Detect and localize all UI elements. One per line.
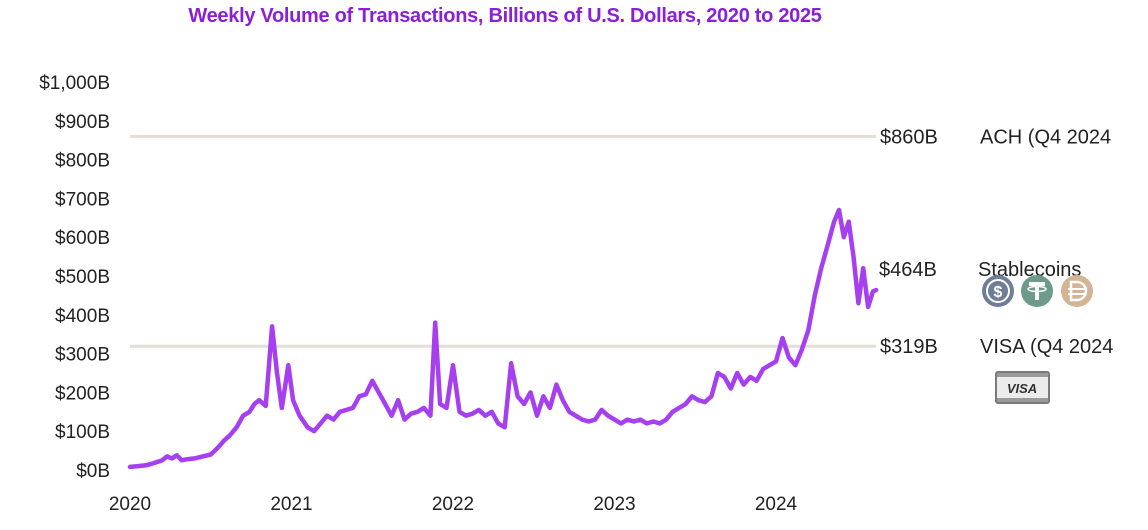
y-tick-label: $600B — [55, 228, 110, 249]
y-tick-label: $900B — [55, 112, 110, 133]
chart-title: Weekly Volume of Transactions, Billions … — [188, 5, 822, 27]
reference-name-label-1: VISA (Q4 2024 — [980, 336, 1113, 358]
reference-value-label-1: $319B — [880, 336, 938, 358]
svg-text:VISA: VISA — [1007, 381, 1037, 396]
x-tick-label: 2021 — [270, 494, 312, 515]
x-tick-label: 2024 — [755, 494, 798, 515]
reference-name-label-0: ACH (Q4 2024 — [980, 126, 1111, 148]
stablecoins-name-label: Stablecoins — [978, 259, 1081, 281]
x-tick-label: 2023 — [593, 494, 635, 515]
series-line-stablecoins — [127, 207, 879, 470]
usdc-coin-icon: $ — [982, 275, 1014, 307]
tether-coin-icon — [1021, 275, 1053, 307]
y-tick-label: $500B — [55, 267, 110, 288]
stablecoins-value-label: $464B — [879, 259, 937, 281]
dai-coin-icon — [1061, 275, 1093, 307]
reference-value-label-0: $860B — [880, 126, 938, 148]
y-tick-label: $800B — [55, 151, 110, 172]
svg-text:$: $ — [994, 284, 1003, 301]
y-tick-label: $300B — [55, 345, 110, 366]
x-tick-label: 2022 — [432, 494, 474, 515]
legend-icons: $ VISA — [982, 275, 1093, 404]
annotations: $860B ACH (Q4 2024 $319B VISA (Q4 2024 $464B… — [879, 126, 1113, 358]
y-axis: $0B $100B $200B $300B $400B $500B $600B $700B $8… — [39, 73, 110, 482]
y-tick-label: $700B — [55, 189, 110, 210]
y-tick-label: $100B — [55, 422, 110, 443]
y-tick-label: $200B — [55, 383, 110, 404]
y-tick-label: $1,000B — [39, 73, 110, 94]
visa-card-icon: VISA — [995, 371, 1050, 404]
x-axis: 2020 2021 2022 2023 2024 — [109, 494, 798, 515]
y-tick-label: $0B — [76, 461, 110, 482]
y-tick-label: $400B — [55, 306, 110, 327]
series-layer — [127, 207, 879, 470]
reference-lines — [130, 134, 876, 348]
x-tick-label: 2020 — [109, 494, 151, 515]
